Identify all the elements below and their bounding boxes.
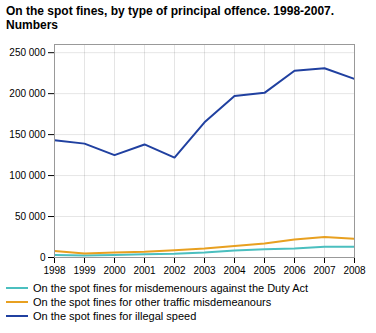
html-text:On the spot fines for illegal: On the spot fines for illegal speed [33, 310, 197, 322]
svg-text:2006: 2006 [283, 265, 306, 276]
html-text:Numbers: Numbers [6, 18, 58, 32]
html-text:On the spot fines for other tr: On the spot fines for other traffic misd… [33, 296, 272, 308]
svg-text:1998: 1998 [43, 265, 66, 276]
svg-text:50 000: 50 000 [15, 211, 46, 222]
svg-text:2008: 2008 [343, 265, 366, 276]
svg-text:2005: 2005 [253, 265, 276, 276]
svg-text:0: 0 [40, 252, 46, 263]
svg-text:2002: 2002 [163, 265, 186, 276]
svg-text:2003: 2003 [193, 265, 216, 276]
html-text:On the spot fines, by type of: On the spot fines, by type of principal … [6, 4, 335, 18]
svg-text:1999: 1999 [73, 265, 96, 276]
svg-text:200 000: 200 000 [9, 88, 46, 99]
svg-text:2000: 2000 [103, 265, 126, 276]
svg-text:2007: 2007 [313, 265, 336, 276]
svg-text:250 000: 250 000 [9, 47, 46, 58]
svg-text:2001: 2001 [133, 265, 156, 276]
svg-text:100 000: 100 000 [9, 170, 46, 181]
html-text:On the spot fines for misdemen: On the spot fines for misdemenours again… [33, 282, 309, 294]
svg-text:150 000: 150 000 [9, 129, 46, 140]
svg-text:2004: 2004 [223, 265, 246, 276]
